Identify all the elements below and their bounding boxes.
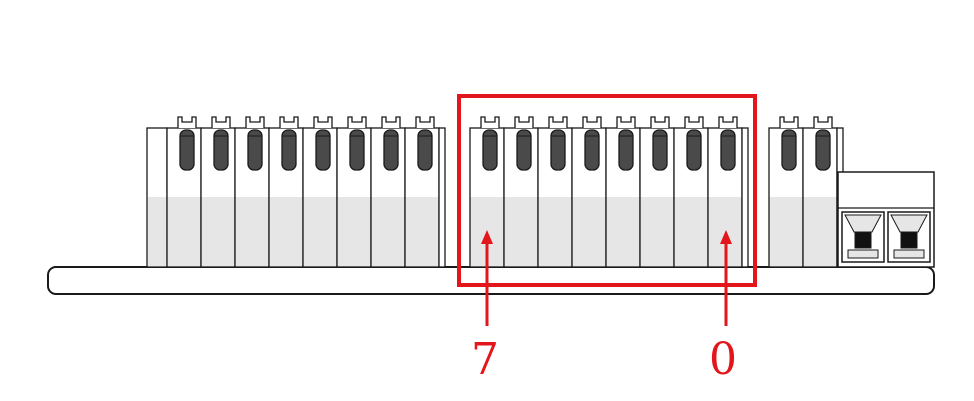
terminal-lower-body xyxy=(572,197,606,267)
left-terminal-3 xyxy=(268,116,304,268)
callout-arrow-bit-7 xyxy=(481,230,493,326)
terminal-screw-clip xyxy=(480,116,500,128)
terminal-lower-body xyxy=(504,197,538,267)
terminal-lower-body xyxy=(538,197,572,267)
terminal-screw-clip xyxy=(381,116,401,128)
terminal-wire-slot xyxy=(584,129,600,171)
right-terminal-1 xyxy=(802,116,838,268)
terminal-screw-clip xyxy=(582,116,602,128)
left-end-plate xyxy=(438,127,446,268)
terminal-lower-body xyxy=(371,197,405,267)
terminal-wire-slot xyxy=(281,129,297,171)
terminal-wire-slot xyxy=(781,129,797,171)
terminal-wire-slot xyxy=(720,129,736,171)
terminal-lower-body xyxy=(606,197,640,267)
connector-socket-base xyxy=(847,249,879,259)
terminal-wire-slot xyxy=(315,129,331,171)
arrow-head xyxy=(720,230,732,244)
left-terminal-1 xyxy=(200,116,236,268)
mid-terminal-4 xyxy=(605,116,641,268)
mid-terminal-3 xyxy=(571,116,607,268)
power-connector xyxy=(837,171,935,268)
terminal-screw-clip xyxy=(279,116,299,128)
terminal-screw-clip xyxy=(684,116,704,128)
left-terminal-5 xyxy=(336,116,372,268)
left-end-cap-shade xyxy=(148,197,166,266)
terminal-screw-clip xyxy=(718,116,738,128)
terminal-lower-body xyxy=(769,197,803,267)
terminal-screw-clip xyxy=(415,116,435,128)
connector-socket-base xyxy=(893,249,925,259)
terminal-wire-slot xyxy=(349,129,365,171)
terminal-wire-slot xyxy=(686,129,702,171)
terminal-lower-body xyxy=(674,197,708,267)
terminal-screw-clip xyxy=(211,116,231,128)
terminal-screw-clip xyxy=(245,116,265,128)
connector-socket-funnel xyxy=(890,214,928,233)
terminal-screw-clip xyxy=(650,116,670,128)
arrow-head xyxy=(481,230,493,244)
connector-socket-hole xyxy=(854,231,872,249)
connector-socket-funnel xyxy=(844,214,882,233)
terminal-screw-clip xyxy=(813,116,833,128)
terminal-lower-body xyxy=(803,197,837,267)
terminal-wire-slot xyxy=(482,129,498,171)
terminal-screw-clip xyxy=(616,116,636,128)
mid-terminal-1 xyxy=(503,116,539,268)
left-terminal-6 xyxy=(370,116,406,268)
terminal-lower-body xyxy=(405,197,439,267)
right-terminal-0 xyxy=(768,116,804,268)
terminal-screw-clip xyxy=(313,116,333,128)
base-rail xyxy=(47,266,935,295)
connector-socket-1 xyxy=(887,211,931,263)
terminal-wire-slot xyxy=(516,129,532,171)
terminal-wire-slot xyxy=(383,129,399,171)
left-terminal-2 xyxy=(234,116,270,268)
terminal-wire-slot xyxy=(618,129,634,171)
terminal-lower-body xyxy=(640,197,674,267)
terminal-lower-body xyxy=(201,197,235,267)
highlight-frame xyxy=(457,94,757,287)
terminal-lower-body xyxy=(303,197,337,267)
callout-label-bit-0: 0 xyxy=(709,334,737,385)
terminal-group-left xyxy=(146,116,446,268)
left-terminal-4 xyxy=(302,116,338,268)
mid-terminal-2 xyxy=(537,116,573,268)
callout-arrow-bit-0 xyxy=(720,230,732,326)
mid-end-plate xyxy=(741,127,749,268)
left-terminal-7 xyxy=(404,116,440,268)
terminal-wire-slot xyxy=(179,129,195,171)
terminal-wire-slot xyxy=(247,129,263,171)
terminal-screw-clip xyxy=(347,116,367,128)
left-terminal-0 xyxy=(166,116,202,268)
callout-label-bit-7: 7 xyxy=(471,334,499,385)
terminal-group-highlighted xyxy=(469,116,749,268)
connector-socket-hole xyxy=(900,231,918,249)
mid-terminal-6 xyxy=(673,116,709,268)
terminal-lower-body xyxy=(269,197,303,267)
terminal-screw-clip xyxy=(548,116,568,128)
terminal-wire-slot xyxy=(213,129,229,171)
terminal-lower-body xyxy=(235,197,269,267)
terminal-screw-clip xyxy=(177,116,197,128)
terminal-wire-slot xyxy=(550,129,566,171)
terminal-lower-body xyxy=(167,197,201,267)
terminal-wire-slot xyxy=(815,129,831,171)
terminal-group-right xyxy=(768,116,844,268)
mid-terminal-5 xyxy=(639,116,675,268)
terminal-wire-slot xyxy=(417,129,433,171)
terminal-screw-clip xyxy=(779,116,799,128)
terminal-lower-body xyxy=(337,197,371,267)
connector-socket-0 xyxy=(841,211,885,263)
terminal-screw-clip xyxy=(514,116,534,128)
terminal-wire-slot xyxy=(652,129,668,171)
